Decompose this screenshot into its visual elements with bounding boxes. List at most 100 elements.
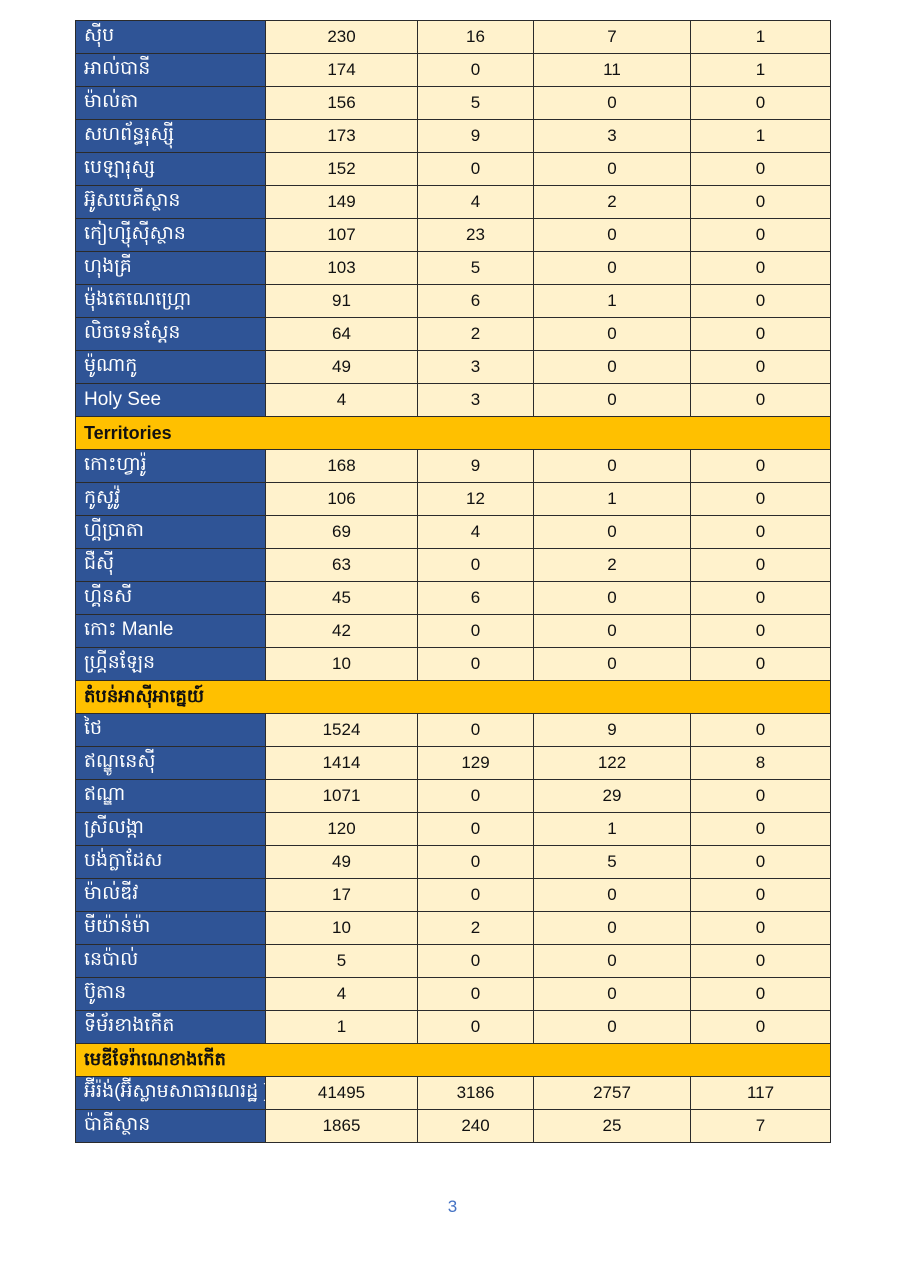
value-cell: 0	[533, 647, 691, 681]
country-name-cell: បេឡារុស្ស	[75, 152, 266, 186]
table-row: ឥណ្ឌូនេស៊ី 1414 129 122 8	[75, 746, 831, 780]
country-statistics-table: ស៊ីប 230 16 7 1 អាល់បានី 174 0 11 1 ម៉ាល់តា 156 5 0 0 ស…	[75, 20, 831, 1143]
table-row: អាល់បានី 174 0 11 1	[75, 53, 831, 87]
section-title: Territories	[75, 416, 831, 450]
table-row: នេប៉ាល់ 5 0 0 0	[75, 944, 831, 978]
value-cell: 0	[417, 878, 534, 912]
value-cell: 0	[533, 350, 691, 384]
section-header-row: តំបន់អាស៊ីអាគ្នេយ៍	[75, 680, 831, 714]
value-cell: 0	[417, 977, 534, 1011]
country-name-cell: អាល់បានី	[75, 53, 266, 87]
table-row: អ៊ីរ៉ង់(អ៊ីស្លាមសាធារណរដ្ឋ ) 41495 3186 275…	[75, 1076, 831, 1110]
value-cell: 3	[417, 350, 534, 384]
value-cell: 0	[690, 845, 831, 879]
country-name-cell: ប៊ូតាន	[75, 977, 266, 1011]
value-cell: 0	[690, 713, 831, 747]
table-body: ស៊ីប 230 16 7 1 អាល់បានី 174 0 11 1 ម៉ាល់តា 156 5 0 0 ស…	[75, 20, 831, 1143]
value-cell: 0	[533, 86, 691, 120]
value-cell: 2	[533, 185, 691, 219]
value-cell: 2757	[533, 1076, 691, 1110]
value-cell: 0	[417, 845, 534, 879]
table-row: កោះ Manle 42 0 0 0	[75, 614, 831, 648]
value-cell: 7	[690, 1109, 831, 1143]
country-name-cell: ប៉ាគីស្ថាន	[75, 1109, 266, 1143]
value-cell: 122	[533, 746, 691, 780]
value-cell: 1414	[265, 746, 418, 780]
value-cell: 9	[417, 119, 534, 153]
country-name-cell: ហ្គីនសី	[75, 581, 266, 615]
value-cell: 0	[690, 449, 831, 483]
value-cell: 0	[690, 779, 831, 813]
section-header-row: Territories	[75, 416, 831, 450]
value-cell: 103	[265, 251, 418, 285]
value-cell: 0	[533, 515, 691, 549]
country-name-cell: ឥណ្ឌូនេស៊ី	[75, 746, 266, 780]
value-cell: 0	[690, 185, 831, 219]
country-name-cell: ស្រីលង្កា	[75, 812, 266, 846]
value-cell: 0	[690, 383, 831, 417]
value-cell: 8	[690, 746, 831, 780]
value-cell: 0	[417, 779, 534, 813]
value-cell: 1865	[265, 1109, 418, 1143]
value-cell: 0	[690, 647, 831, 681]
value-cell: 4	[417, 185, 534, 219]
value-cell: 3	[417, 383, 534, 417]
table-row: ជឺស៊ី 63 0 2 0	[75, 548, 831, 582]
value-cell: 23	[417, 218, 534, 252]
value-cell: 0	[690, 86, 831, 120]
table-row: ហុងគ្រី 103 5 0 0	[75, 251, 831, 285]
value-cell: 2	[417, 317, 534, 351]
value-cell: 173	[265, 119, 418, 153]
country-name-cell: កូសូវ៉ូ	[75, 482, 266, 516]
value-cell: 0	[533, 911, 691, 945]
value-cell: 0	[690, 911, 831, 945]
value-cell: 0	[690, 284, 831, 318]
table-row: ម៉ាល់តា 156 5 0 0	[75, 86, 831, 120]
value-cell: 45	[265, 581, 418, 615]
value-cell: 0	[417, 53, 534, 87]
value-cell: 0	[690, 581, 831, 615]
value-cell: 3186	[417, 1076, 534, 1110]
value-cell: 0	[417, 647, 534, 681]
section-header-row: មេឌីទែរ៉ាណេខាងកើត	[75, 1043, 831, 1077]
country-name-cell: ម៉ូណាកូ	[75, 350, 266, 384]
value-cell: 5	[417, 251, 534, 285]
table-row: សហព័ន្ធរុស្ស៊ី 173 9 3 1	[75, 119, 831, 153]
country-name-cell: បង់ក្លាដែស	[75, 845, 266, 879]
value-cell: 129	[417, 746, 534, 780]
value-cell: 2	[533, 548, 691, 582]
value-cell: 1	[533, 284, 691, 318]
value-cell: 29	[533, 779, 691, 813]
country-name-cell: ហុងគ្រី	[75, 251, 266, 285]
value-cell: 63	[265, 548, 418, 582]
page-number: 3	[447, 1197, 458, 1216]
value-cell: 1	[533, 812, 691, 846]
value-cell: 41495	[265, 1076, 418, 1110]
value-cell: 1	[690, 119, 831, 153]
value-cell: 5	[265, 944, 418, 978]
value-cell: 25	[533, 1109, 691, 1143]
value-cell: 0	[533, 383, 691, 417]
table-row: បង់ក្លាដែស 49 0 5 0	[75, 845, 831, 879]
table-row: ម៉ុងតេណេហ្គ្រោ 91 6 1 0	[75, 284, 831, 318]
country-name-cell: ម៉ុងតេណេហ្គ្រោ	[75, 284, 266, 318]
value-cell: 0	[533, 1010, 691, 1044]
country-name-cell: ស៊ីប	[75, 20, 266, 54]
value-cell: 0	[533, 218, 691, 252]
table-row: ម៉ូណាកូ 49 3 0 0	[75, 350, 831, 384]
table-row: ហ្គីប្រាតា 69 4 0 0	[75, 515, 831, 549]
value-cell: 0	[690, 977, 831, 1011]
value-cell: 3	[533, 119, 691, 153]
value-cell: 10	[265, 647, 418, 681]
value-cell: 4	[265, 977, 418, 1011]
value-cell: 0	[690, 251, 831, 285]
country-name-cell: កោះ Manle	[75, 614, 266, 648]
value-cell: 0	[417, 614, 534, 648]
table-row: មីយ៉ាន់ម៉ា 10 2 0 0	[75, 911, 831, 945]
value-cell: 230	[265, 20, 418, 54]
value-cell: 6	[417, 284, 534, 318]
value-cell: 240	[417, 1109, 534, 1143]
value-cell: 120	[265, 812, 418, 846]
table-row: បេឡារុស្ស 152 0 0 0	[75, 152, 831, 186]
value-cell: 69	[265, 515, 418, 549]
